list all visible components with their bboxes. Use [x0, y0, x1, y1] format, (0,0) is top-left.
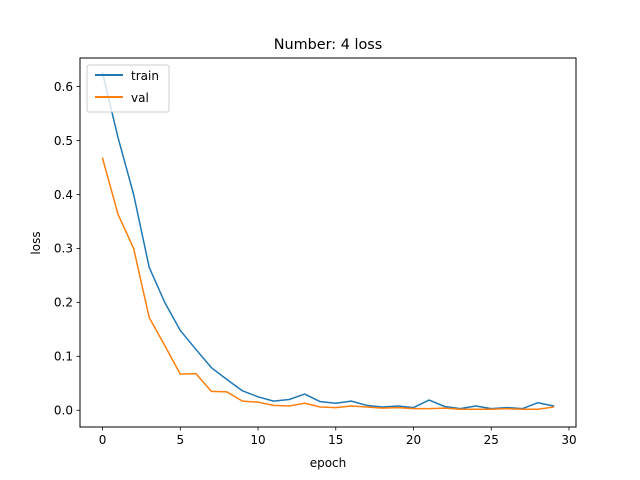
y-axis-label: loss — [29, 231, 43, 254]
x-tick-label: 5 — [176, 433, 184, 447]
legend-label-val: val — [131, 91, 149, 105]
y-tick-label: 0.6 — [54, 80, 73, 94]
y-tick-label: 0.0 — [54, 404, 73, 418]
x-axis-label: epoch — [310, 456, 347, 470]
x-tick-label: 20 — [406, 433, 421, 447]
x-tick-label: 30 — [561, 433, 576, 447]
x-tick-label: 10 — [250, 433, 265, 447]
series-line-val — [101, 157, 555, 410]
tick-layer: 0 5 10 15 20 25 30 0.0 0.1 0.2 0.3 0.4 0.5 0.6 — [54, 80, 577, 447]
legend-label-train: train — [131, 69, 159, 83]
series-line-train — [101, 72, 555, 410]
x-tick-label: 15 — [328, 433, 343, 447]
axes-frame — [79, 57, 577, 428]
y-tick-label: 0.2 — [54, 296, 73, 310]
y-tick-label: 0.5 — [54, 134, 73, 148]
x-tick-label: 0 — [99, 433, 107, 447]
x-tick-label: 25 — [484, 433, 499, 447]
y-tick-label: 0.4 — [54, 188, 73, 202]
plot-layer — [101, 72, 555, 410]
y-tick-label: 0.3 — [54, 242, 73, 256]
legend: train val — [86, 64, 170, 113]
chart-title: Number: 4 loss — [274, 37, 383, 53]
y-tick-label: 0.1 — [54, 350, 73, 364]
legend-box — [86, 64, 170, 113]
